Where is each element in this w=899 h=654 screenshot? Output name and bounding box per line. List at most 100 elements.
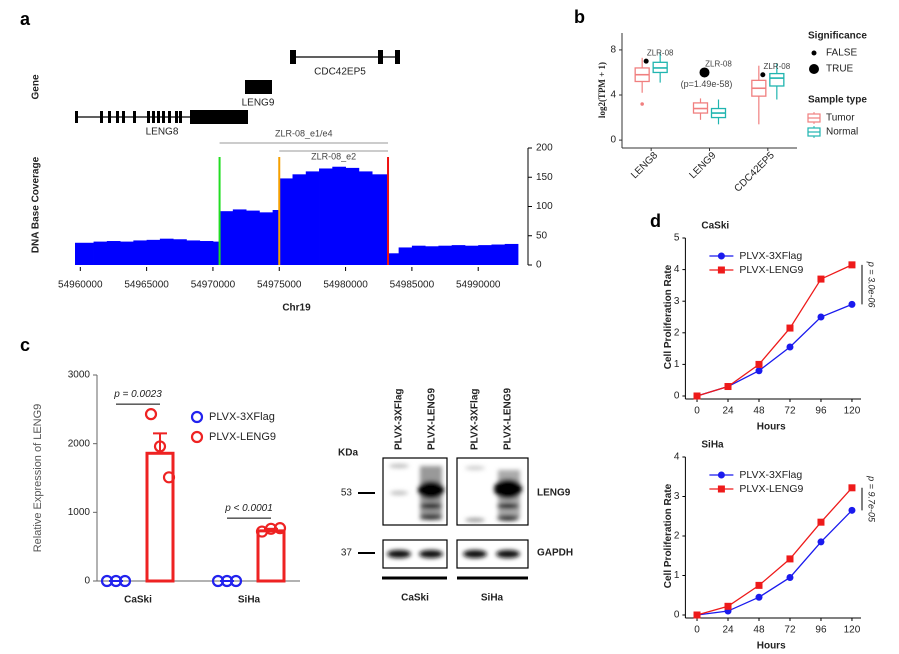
exon bbox=[157, 111, 160, 123]
band bbox=[497, 515, 519, 521]
x-tick-label: 48 bbox=[753, 625, 765, 636]
data-point bbox=[153, 440, 167, 453]
y-axis-label: Cell Proliferation Rate bbox=[663, 264, 674, 369]
coverage-bar bbox=[173, 239, 187, 265]
data-point bbox=[848, 261, 856, 269]
significance-dot bbox=[699, 67, 710, 78]
coverage-bar bbox=[106, 241, 121, 265]
size-label: 37 bbox=[341, 548, 353, 559]
western-blot: KDa 53 37 LENG9 GAPDH PLVX-3XFlag PLVX-L… bbox=[338, 388, 573, 604]
band bbox=[390, 491, 408, 495]
coverage-bar bbox=[93, 241, 108, 265]
size-label: 53 bbox=[341, 488, 353, 499]
gene-label: LENG8 bbox=[146, 127, 179, 138]
x-tick-label: SiHa bbox=[238, 595, 261, 606]
series-line bbox=[696, 509, 853, 616]
data-point bbox=[144, 408, 158, 421]
panel-label: b bbox=[574, 7, 585, 27]
legend-symbol bbox=[717, 266, 725, 274]
y-tick-label: 150 bbox=[536, 172, 553, 183]
legend-symbol bbox=[190, 410, 204, 424]
exon bbox=[75, 111, 78, 123]
coverage-bar bbox=[504, 243, 519, 265]
coverage-bar bbox=[272, 210, 280, 265]
coverage-bar bbox=[425, 246, 439, 265]
data-point bbox=[693, 611, 701, 619]
exon bbox=[290, 50, 296, 64]
significance-dot bbox=[760, 72, 766, 78]
region-label: ZLR-08_e2 bbox=[311, 151, 356, 161]
y-tick-label: 8 bbox=[610, 45, 616, 56]
y-tick-label: 2 bbox=[674, 327, 680, 338]
gene-label: CDC42EP5 bbox=[314, 67, 366, 78]
y-tick-label: 1 bbox=[674, 570, 680, 581]
y-tick-label: 3 bbox=[674, 491, 680, 502]
exon bbox=[147, 111, 150, 123]
band bbox=[465, 466, 485, 470]
x-tick-label: 54990000 bbox=[456, 280, 501, 291]
lane-label: PLVX-3XFlag bbox=[470, 389, 481, 451]
exon bbox=[190, 110, 248, 124]
coverage-bar bbox=[372, 174, 389, 265]
x-axis-label: Hours bbox=[757, 422, 786, 433]
y-tick-label: 0 bbox=[610, 135, 616, 146]
data-point bbox=[848, 300, 856, 308]
y-tick-label: 3000 bbox=[68, 370, 91, 381]
protein-label: LENG9 bbox=[537, 488, 571, 499]
coverage-bar bbox=[491, 244, 506, 265]
y-axis-label: Cell Proliferation Rate bbox=[663, 483, 674, 588]
panel-label: c bbox=[20, 335, 30, 355]
exon bbox=[116, 111, 119, 123]
group-label: CaSki bbox=[401, 593, 429, 604]
x-tick-label: 120 bbox=[844, 406, 861, 417]
y-tick-label: 2 bbox=[674, 531, 680, 542]
y-tick-label: 3 bbox=[674, 296, 680, 307]
legend-title: Sample type bbox=[808, 95, 867, 106]
exon bbox=[108, 111, 111, 123]
protein-label: GAPDH bbox=[537, 548, 573, 559]
data-point bbox=[755, 367, 763, 375]
band bbox=[463, 550, 487, 558]
lane-label: PLVX-LENG9 bbox=[503, 388, 514, 450]
x-tick-label: 24 bbox=[722, 625, 734, 636]
x-tick-label: CaSki bbox=[124, 595, 152, 606]
coverage-bar bbox=[219, 211, 234, 265]
data-point bbox=[786, 555, 794, 563]
series-line bbox=[696, 303, 853, 397]
coverage-bar bbox=[438, 245, 453, 265]
band bbox=[420, 514, 442, 520]
p-value: p = 9.7e-05 bbox=[867, 475, 877, 523]
coverage-bar bbox=[345, 167, 360, 265]
legend-symbol bbox=[717, 485, 725, 493]
legend-label: PLVX-3XFlag bbox=[739, 250, 802, 262]
data-point bbox=[229, 574, 243, 588]
coverage-bar bbox=[199, 241, 214, 265]
y-tick-label: 1000 bbox=[68, 507, 91, 518]
x-tick-label: 54960000 bbox=[58, 280, 103, 291]
legend-symbol bbox=[717, 471, 725, 479]
data-point bbox=[786, 324, 794, 332]
chart-title: CaSki bbox=[701, 221, 729, 232]
x-axis-label: Chr19 bbox=[282, 303, 311, 314]
y-tick-label: 0 bbox=[536, 260, 542, 271]
chart-title: SiHa bbox=[701, 440, 724, 451]
lane-label: PLVX-LENG9 bbox=[427, 388, 438, 450]
exon bbox=[378, 50, 383, 64]
coverage-bar bbox=[246, 210, 260, 265]
significance-label: ZLR-08 bbox=[647, 48, 674, 57]
legend-label: PLVX-LENG9 bbox=[739, 264, 803, 276]
y-tick-label: 100 bbox=[536, 201, 553, 212]
data-point bbox=[848, 484, 856, 492]
p-value: (p=1.49e-58) bbox=[681, 79, 733, 89]
panel-label: d bbox=[650, 211, 661, 231]
y-axis-label: log2(TPM + 1) bbox=[597, 62, 607, 118]
legend-label: FALSE bbox=[826, 48, 857, 59]
coverage-bar bbox=[186, 240, 201, 265]
data-point bbox=[724, 383, 732, 391]
significance-label: ZLR-08 bbox=[705, 60, 732, 69]
exon bbox=[179, 111, 182, 123]
x-axis-label: Hours bbox=[757, 641, 786, 652]
data-point bbox=[273, 522, 287, 535]
band bbox=[387, 550, 411, 558]
